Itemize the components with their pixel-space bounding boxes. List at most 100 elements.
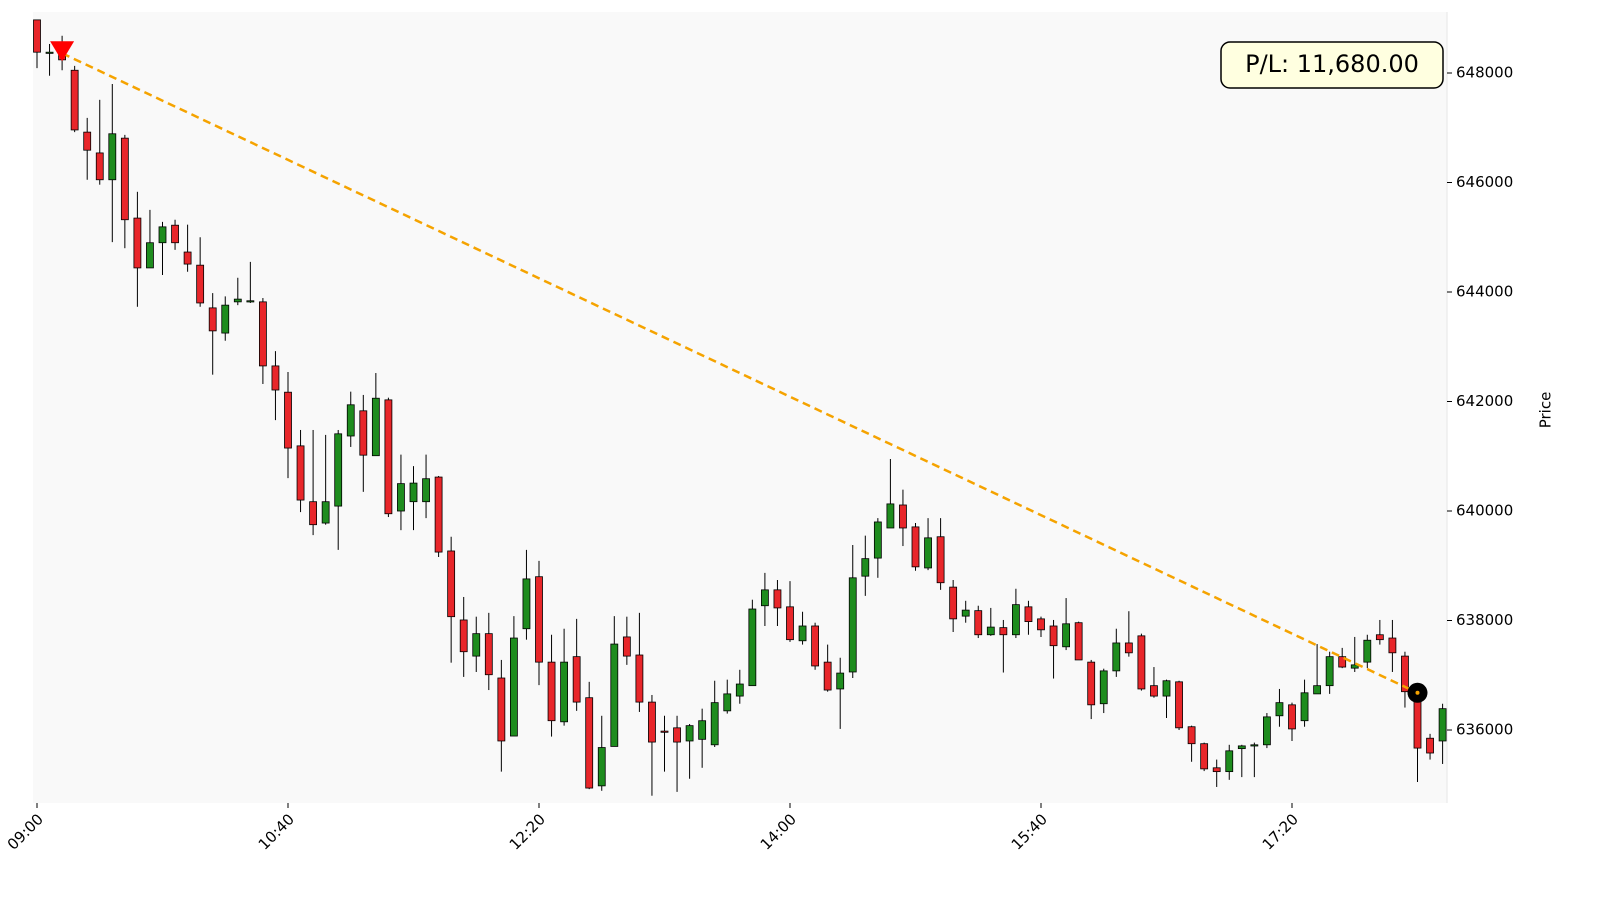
entry-marker [50, 41, 75, 62]
candle-body [459, 619, 468, 653]
candle-body [1288, 704, 1296, 730]
candle-body [133, 217, 142, 269]
candle-body [1375, 634, 1384, 641]
candle-body [120, 137, 129, 221]
candle-body [208, 307, 217, 332]
candle-body [1162, 680, 1171, 697]
candle-body [1438, 708, 1447, 742]
candle-body [560, 661, 568, 723]
candle-body [798, 625, 807, 642]
candle-body [1263, 716, 1271, 746]
candle-body [685, 725, 694, 742]
candle-body [698, 720, 707, 740]
candle-body [233, 298, 242, 303]
candle-body [522, 578, 531, 630]
candle-body [1325, 656, 1334, 687]
x-tick-label: 14:00 [757, 810, 800, 853]
candle-body [334, 433, 343, 507]
candle-body [811, 625, 819, 667]
x-tick-label: 15:40 [1008, 810, 1051, 853]
candle-body [861, 558, 870, 577]
candle-body [484, 633, 493, 676]
candle-body [773, 589, 782, 609]
candle-body [999, 627, 1008, 636]
candle-body [1112, 642, 1121, 672]
candle-body [95, 152, 104, 181]
candle-body [1426, 737, 1434, 754]
candle-body [296, 445, 305, 501]
candle-body [1187, 726, 1196, 745]
x-tick-label: 09:00 [4, 810, 47, 853]
candle-body [509, 637, 518, 737]
candle-body [936, 536, 945, 584]
candle-body [1175, 681, 1183, 729]
candle-body [1087, 661, 1096, 706]
candle-body [70, 69, 79, 131]
annotation: P/L: 11,680.00 [1245, 50, 1419, 78]
candle-body [899, 504, 907, 529]
y-tick-label: 644000 [1456, 283, 1513, 301]
candle-body [735, 683, 744, 697]
candle-body [1363, 639, 1372, 663]
candle-body [823, 661, 832, 691]
candle-body [723, 693, 732, 712]
candle-body [33, 19, 41, 53]
candle-body [1225, 750, 1234, 773]
candle-body [786, 606, 794, 641]
candle-body [974, 610, 983, 636]
candle-body [1137, 635, 1146, 690]
candle-body [359, 410, 368, 456]
candle-body [271, 365, 280, 391]
candle-body [183, 251, 192, 265]
trade-line [61, 52, 1419, 694]
candle-body [660, 730, 669, 733]
candle-body [1012, 604, 1020, 636]
candle-body [911, 526, 920, 568]
candle-body [585, 697, 594, 789]
candle-body [497, 677, 506, 742]
candle-body [384, 399, 393, 515]
y-tick-label: 646000 [1456, 173, 1513, 191]
candle-body [108, 133, 117, 181]
candle-body [961, 609, 970, 617]
candle-body [346, 404, 355, 437]
x-tick-label: 12:20 [506, 810, 549, 853]
candle-body [597, 747, 606, 787]
candle-body [886, 503, 895, 529]
candle-body [196, 264, 205, 304]
candle-body [309, 501, 318, 526]
candle-body [1401, 655, 1409, 693]
candle-body [986, 626, 995, 636]
candle-body [1338, 656, 1347, 668]
candle-body [873, 521, 882, 559]
candle-body [572, 656, 581, 703]
candle-body [949, 586, 958, 620]
candle-body [848, 577, 857, 673]
candle-body [836, 672, 845, 690]
candle-body [761, 589, 769, 607]
candle-body [547, 661, 556, 722]
candle-body [1200, 743, 1209, 770]
candle-body [171, 224, 179, 244]
candle-body [158, 226, 167, 244]
candle-body [648, 701, 656, 743]
candle-body [258, 301, 267, 367]
candle-body [1062, 623, 1070, 648]
x-tick-label: 10:40 [255, 810, 298, 853]
annotation-box [1220, 41, 1444, 89]
candle-body [635, 654, 644, 703]
candle-body [748, 608, 757, 687]
candle-body [673, 727, 681, 743]
candle-body [924, 537, 932, 569]
candle-body [1237, 745, 1246, 750]
candle-body [472, 633, 481, 657]
y-tick-label: 642000 [1456, 392, 1513, 410]
candle-body [1074, 622, 1083, 661]
candle-body [535, 576, 543, 663]
candle-body [83, 131, 92, 151]
candle-body [1350, 664, 1359, 669]
candle-body [434, 476, 443, 553]
candle-body [45, 51, 54, 54]
candle-body [221, 304, 230, 334]
candle-body [146, 242, 154, 269]
